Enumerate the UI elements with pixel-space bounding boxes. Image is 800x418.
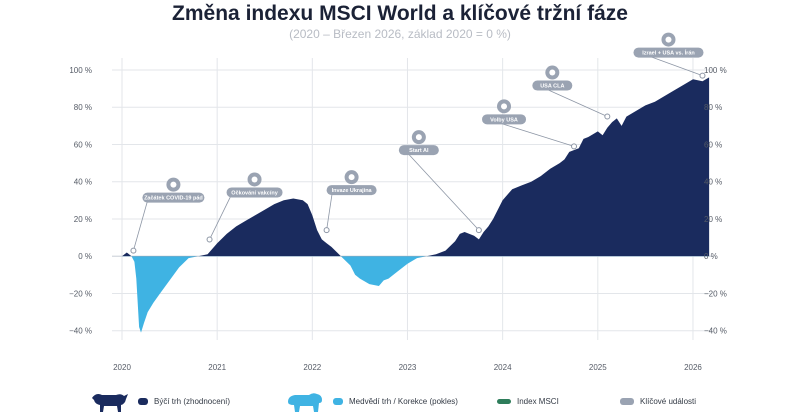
- y-tick-label-right: 60 %: [704, 140, 722, 149]
- y-tick-label-left: −20 %: [69, 289, 92, 298]
- event-point: [699, 72, 706, 79]
- y-tick-label-right: 0 %: [704, 252, 718, 261]
- y-tick-label-right: 80 %: [704, 103, 722, 112]
- chart-svg: 2020 2021 2022 2023 2024 2025 2026 100 % 100 % 80…: [69, 32, 727, 372]
- x-tick-label: 2026: [684, 363, 702, 372]
- chart-title: Změna indexu MSCI World a klíčové tržní …: [172, 2, 628, 25]
- y-tick-label-left: −40 %: [69, 327, 92, 336]
- legend-item-bull: Býčí trh (zhodnocení): [90, 384, 230, 418]
- ai-chip-icon-glyph: [415, 134, 422, 141]
- y-tick-label-left: 80 %: [74, 103, 92, 112]
- y-tick-label-left: 0 %: [78, 252, 92, 261]
- event-leader-line: [326, 190, 333, 231]
- event-point: [323, 227, 330, 234]
- bull-swatch: [138, 397, 148, 405]
- chart-subtitle: (2020 – Březen 2026, základ 2020 = 0 %): [289, 27, 511, 41]
- missile-icon-glyph: [665, 36, 672, 43]
- event-markers: Začátek COVID-19 pád Očkování vakcíny Inva…: [130, 32, 706, 254]
- y-tick-label-right: 100 %: [704, 66, 727, 75]
- event-point: [571, 143, 578, 150]
- event-marker: Volby USA: [482, 99, 578, 150]
- event-label-bubble: [326, 185, 377, 196]
- legend-label-bull: Býčí trh (zhodnocení): [154, 396, 231, 406]
- event-leader-line: [404, 149, 480, 231]
- events-swatch: [620, 397, 634, 405]
- x-tick-label: 2023: [399, 363, 417, 372]
- event-label: Start AI: [409, 148, 429, 154]
- y-tick-label-left: 60 %: [74, 140, 92, 149]
- grid-lines: [112, 58, 712, 340]
- x-tick-label: 2022: [303, 363, 321, 372]
- event-point: [206, 236, 213, 243]
- y-tick-label-left: 20 %: [74, 215, 92, 224]
- virus-icon-glyph: [170, 181, 177, 188]
- event-label-bubble: [482, 114, 527, 125]
- legend: Býčí trh (zhodnocení) Medvědí trh / Kore…: [0, 384, 800, 418]
- event-point: [130, 247, 137, 254]
- y-tick-label-left: 100 %: [69, 66, 92, 75]
- y-tick-label-right: −40 %: [704, 327, 727, 336]
- event-label: Očkování vakcíny: [231, 190, 278, 196]
- event-label-bubble: [142, 192, 205, 203]
- tank-icon-glyph: [348, 174, 355, 181]
- axis-ticks: 2020 2021 2022 2023 2024 2025 2026 100 % 100 % 80…: [69, 66, 727, 372]
- legend-label-events: Klíčové události: [640, 396, 697, 406]
- event-label: Volby USA: [490, 117, 518, 123]
- legend-label-bear: Medvědí trh / Korekce (pokles): [349, 396, 458, 406]
- syringe-icon-glyph: [251, 176, 258, 183]
- event-point: [604, 113, 611, 120]
- legend-item-bear: Medvědí trh / Korekce (pokles): [285, 384, 458, 418]
- bull-icon: [92, 394, 128, 412]
- y-tick-label-left: 40 %: [74, 178, 92, 187]
- event-point: [475, 227, 482, 234]
- y-tick-label-right: −20 %: [704, 289, 727, 298]
- bear-icon: [288, 393, 322, 412]
- event-marker: Izrael + USA vs. Írán: [633, 32, 706, 79]
- x-tick-label: 2020: [113, 363, 131, 372]
- document-icon-glyph: [549, 69, 556, 76]
- bull-market-area: [122, 77, 710, 257]
- event-marker: Start AI: [398, 130, 482, 234]
- event-label-bubble: [633, 47, 704, 58]
- y-tick-label-right: 40 %: [704, 178, 722, 187]
- ballot-icon-glyph: [501, 103, 508, 110]
- event-label: Izrael + USA vs. Írán: [642, 49, 695, 57]
- event-label: Invaze Ukrajina: [332, 188, 373, 194]
- event-label-bubble: [398, 145, 439, 156]
- legend-item-msci: Index MSCI: [497, 384, 559, 418]
- event-marker: Očkování vakcíny: [206, 172, 283, 243]
- x-tick-label: 2021: [208, 363, 226, 372]
- msci-swatch: [497, 398, 511, 404]
- event-marker: Začátek COVID-19 pád: [130, 177, 205, 254]
- area-layer: [122, 77, 710, 333]
- event-label: USA CLA: [540, 84, 564, 90]
- legend-label-msci: Index MSCI: [517, 396, 559, 406]
- legend-item-events: Klíčové události: [620, 384, 696, 418]
- x-tick-label: 2024: [494, 363, 512, 372]
- event-leader-line: [538, 85, 608, 117]
- x-tick-label: 2025: [589, 363, 607, 372]
- event-label: Začátek COVID-19 pád: [144, 196, 203, 202]
- y-tick-label-right: 20 %: [704, 215, 722, 224]
- event-leader-line: [133, 197, 149, 251]
- bear-market-area: [122, 256, 710, 333]
- bear-swatch: [333, 397, 343, 405]
- event-marker: Invaze Ukrajina: [323, 170, 377, 234]
- event-marker: USA CLA: [532, 65, 611, 120]
- event-label-bubble: [226, 187, 283, 198]
- event-label-bubble: [532, 80, 573, 91]
- event-leader-line: [209, 192, 233, 240]
